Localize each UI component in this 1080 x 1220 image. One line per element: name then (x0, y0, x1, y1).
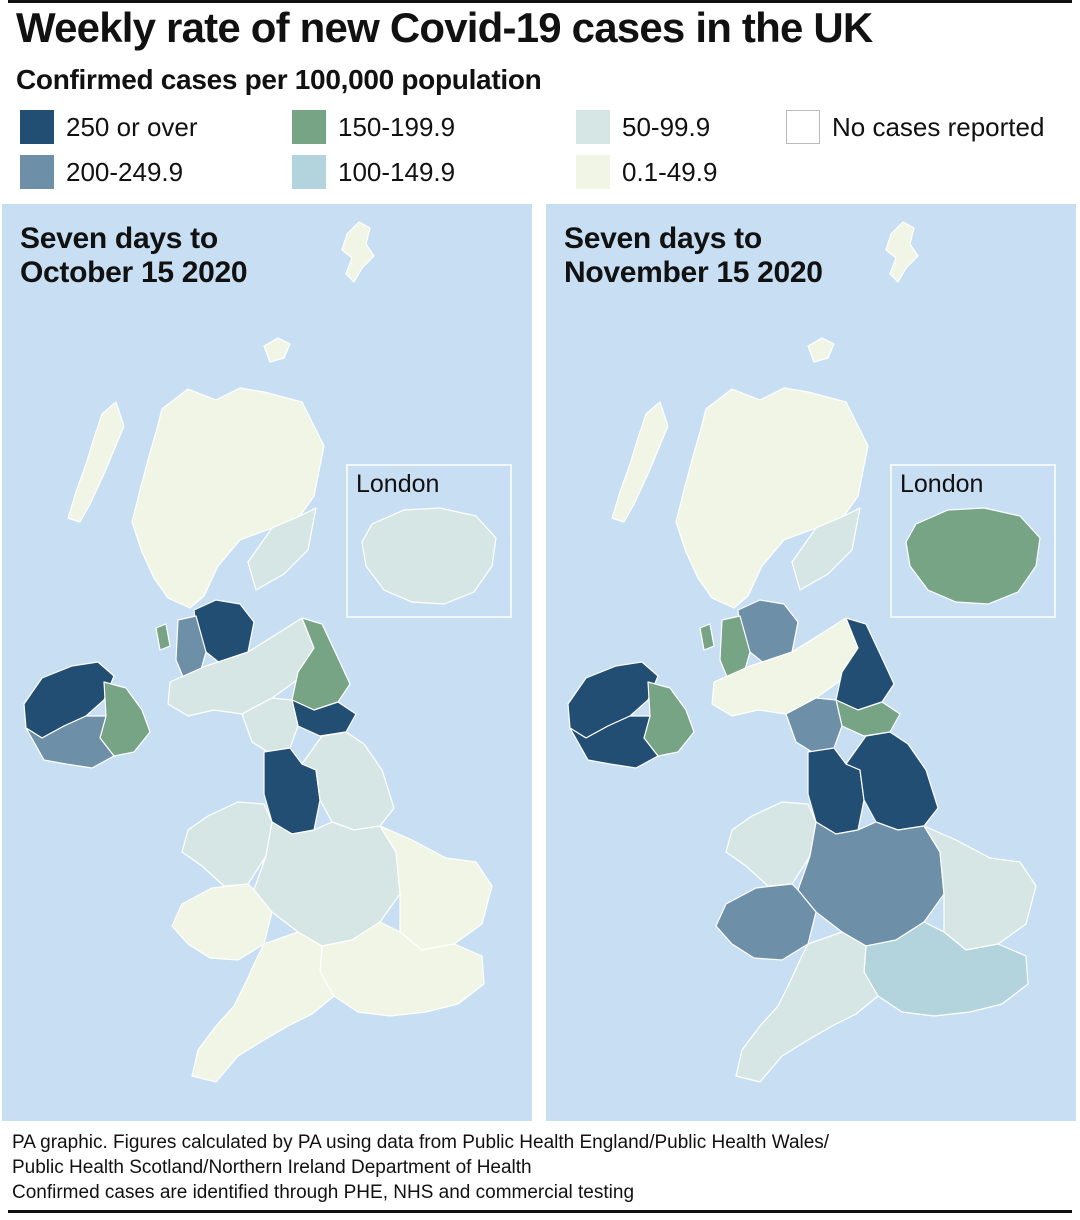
region-scotland-north (131, 387, 325, 609)
legend-item-250-or-over: 250 or over (20, 110, 198, 144)
region-ni-south (569, 715, 659, 769)
panel-title-line-1: Seven days to (20, 222, 218, 255)
region-arran (699, 623, 715, 651)
london-boroughs (905, 507, 1041, 605)
region-england-yorkshire (301, 731, 395, 831)
legend-label: 100-149.9 (338, 156, 456, 187)
panel-title-line-2: October 15 2020 (20, 256, 248, 289)
shetland-islands (341, 221, 375, 283)
region-england-south-west (191, 931, 335, 1083)
legend-swatch (292, 110, 326, 144)
outer-hebrides (67, 401, 125, 523)
region-wales-north (725, 801, 817, 887)
orkney-islands (807, 337, 835, 363)
legend-swatch (786, 110, 820, 144)
source-note: PA graphic. Figures calculated by PA usi… (12, 1130, 829, 1205)
legend-swatch (20, 110, 54, 144)
region-scotland-east (791, 507, 861, 591)
region-england-cumbria (785, 697, 843, 753)
london-inset-map (361, 507, 497, 605)
legend-label: 150-199.9 (338, 111, 456, 142)
source-line-2: Public Health Scotland/Northern Ireland … (12, 1157, 532, 1178)
region-england-east (379, 825, 493, 951)
legend: 250 or over 200-249.9 150-199.9 100-149.… (0, 105, 1080, 195)
map-panel-october: Seven days to October 15 2020 London (2, 204, 532, 1121)
legend-swatch (576, 110, 610, 144)
uk-map-november (567, 221, 1037, 1083)
region-ni-south (25, 715, 115, 769)
uk-map-october (23, 221, 493, 1083)
legend-label: No cases reported (832, 111, 1045, 142)
london-inset: London (346, 464, 512, 618)
region-england-south-east (863, 921, 1029, 1017)
legend-label: 50-99.9 (622, 111, 711, 142)
legend-item-0-49: 0.1-49.9 (576, 155, 717, 189)
region-wales-south (171, 883, 273, 961)
bottom-rule (8, 1210, 1072, 1213)
london-boroughs (361, 507, 497, 605)
legend-label: 250 or over (66, 111, 198, 142)
legend-item-no-cases: No cases reported (786, 110, 1044, 144)
legend-item-200-249: 200-249.9 (20, 155, 183, 189)
legend-item-150-199: 150-199.9 (292, 110, 455, 144)
region-england-south-east (319, 921, 485, 1017)
region-wales-south (715, 883, 817, 961)
panel-title: Seven days to October 15 2020 (20, 222, 248, 290)
london-inset-map (905, 507, 1041, 605)
outer-hebrides (611, 401, 669, 523)
legend-swatch (20, 155, 54, 189)
region-england-north-west (807, 747, 865, 835)
panel-title: Seven days to November 15 2020 (564, 222, 823, 290)
source-line-1: PA graphic. Figures calculated by PA usi… (12, 1132, 830, 1153)
region-england-south-west (735, 931, 879, 1083)
map-panel-november: Seven days to November 15 2020 London (546, 204, 1076, 1121)
region-england-yorkshire (845, 731, 939, 831)
panel-title-line-1: Seven days to (564, 222, 762, 255)
legend-label: 200-249.9 (66, 156, 184, 187)
panel-title-line-2: November 15 2020 (564, 256, 823, 289)
source-line-3: Confirmed cases are identified through P… (12, 1182, 635, 1203)
legend-swatch (292, 155, 326, 189)
legend-item-50-99: 50-99.9 (576, 110, 710, 144)
region-wales-north (181, 801, 273, 887)
legend-swatch (576, 155, 610, 189)
london-inset: London (890, 464, 1056, 618)
region-england-north-east-b (291, 699, 357, 737)
region-ni-east (643, 681, 695, 757)
region-england-cumbria (241, 697, 299, 753)
region-ni-east (99, 681, 151, 757)
region-arran (155, 623, 171, 651)
orkney-islands (263, 337, 291, 363)
region-england-east (923, 825, 1037, 951)
shetland-islands (885, 221, 919, 283)
region-scotland-north (675, 387, 869, 609)
region-scotland-east (247, 507, 317, 591)
legend-label: 0.1-49.9 (622, 156, 718, 187)
legend-item-100-149: 100-149.9 (292, 155, 455, 189)
london-inset-label: London (356, 470, 440, 498)
london-inset-label: London (900, 470, 984, 498)
page-subtitle: Confirmed cases per 100,000 population (16, 64, 542, 95)
page-title: Weekly rate of new Covid-19 cases in the… (16, 4, 873, 51)
top-rule (8, 0, 1072, 3)
region-england-north-east-b (835, 699, 901, 737)
region-england-north-west (263, 747, 321, 835)
